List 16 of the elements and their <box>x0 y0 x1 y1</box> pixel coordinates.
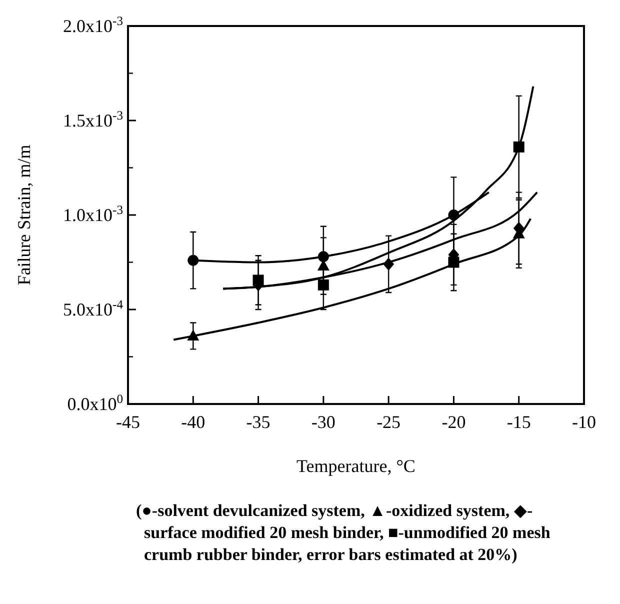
x-tick-label: -10 <box>572 412 596 432</box>
x-tick-label: -15 <box>506 412 531 432</box>
x-tick-label: -25 <box>376 412 401 432</box>
x-tick-label: -30 <box>311 412 336 432</box>
x-tick-label: -35 <box>246 412 270 432</box>
y-tick-label: 5.0x10$^{-4}$ <box>63 298 124 320</box>
y-tick-label: 1.0x10$^{-3}$ <box>63 203 123 225</box>
y-tick-label: 0.0x10$^{0}$ <box>67 392 123 414</box>
x-tick-label: -20 <box>442 412 466 432</box>
y-tick-label: 1.5x10$^{-3}$ <box>63 108 123 130</box>
text: (●-solvent devulcanized system, ▲-oxidized system, ◆-surface modified 20 mesh binder, ■-unmodified 20 mesh crumb rubber binder, error bars estimated at 20%) <box>136 500 552 566</box>
x-tick-label: -45 <box>116 412 140 432</box>
x-tick-label: -40 <box>181 412 206 432</box>
y-axis-title: Failure Strain, m/m <box>14 144 34 286</box>
y-tick-label: 2.0x10$^{-3}$ <box>63 14 123 36</box>
x-axis-title: Temperature, °C <box>296 456 416 476</box>
